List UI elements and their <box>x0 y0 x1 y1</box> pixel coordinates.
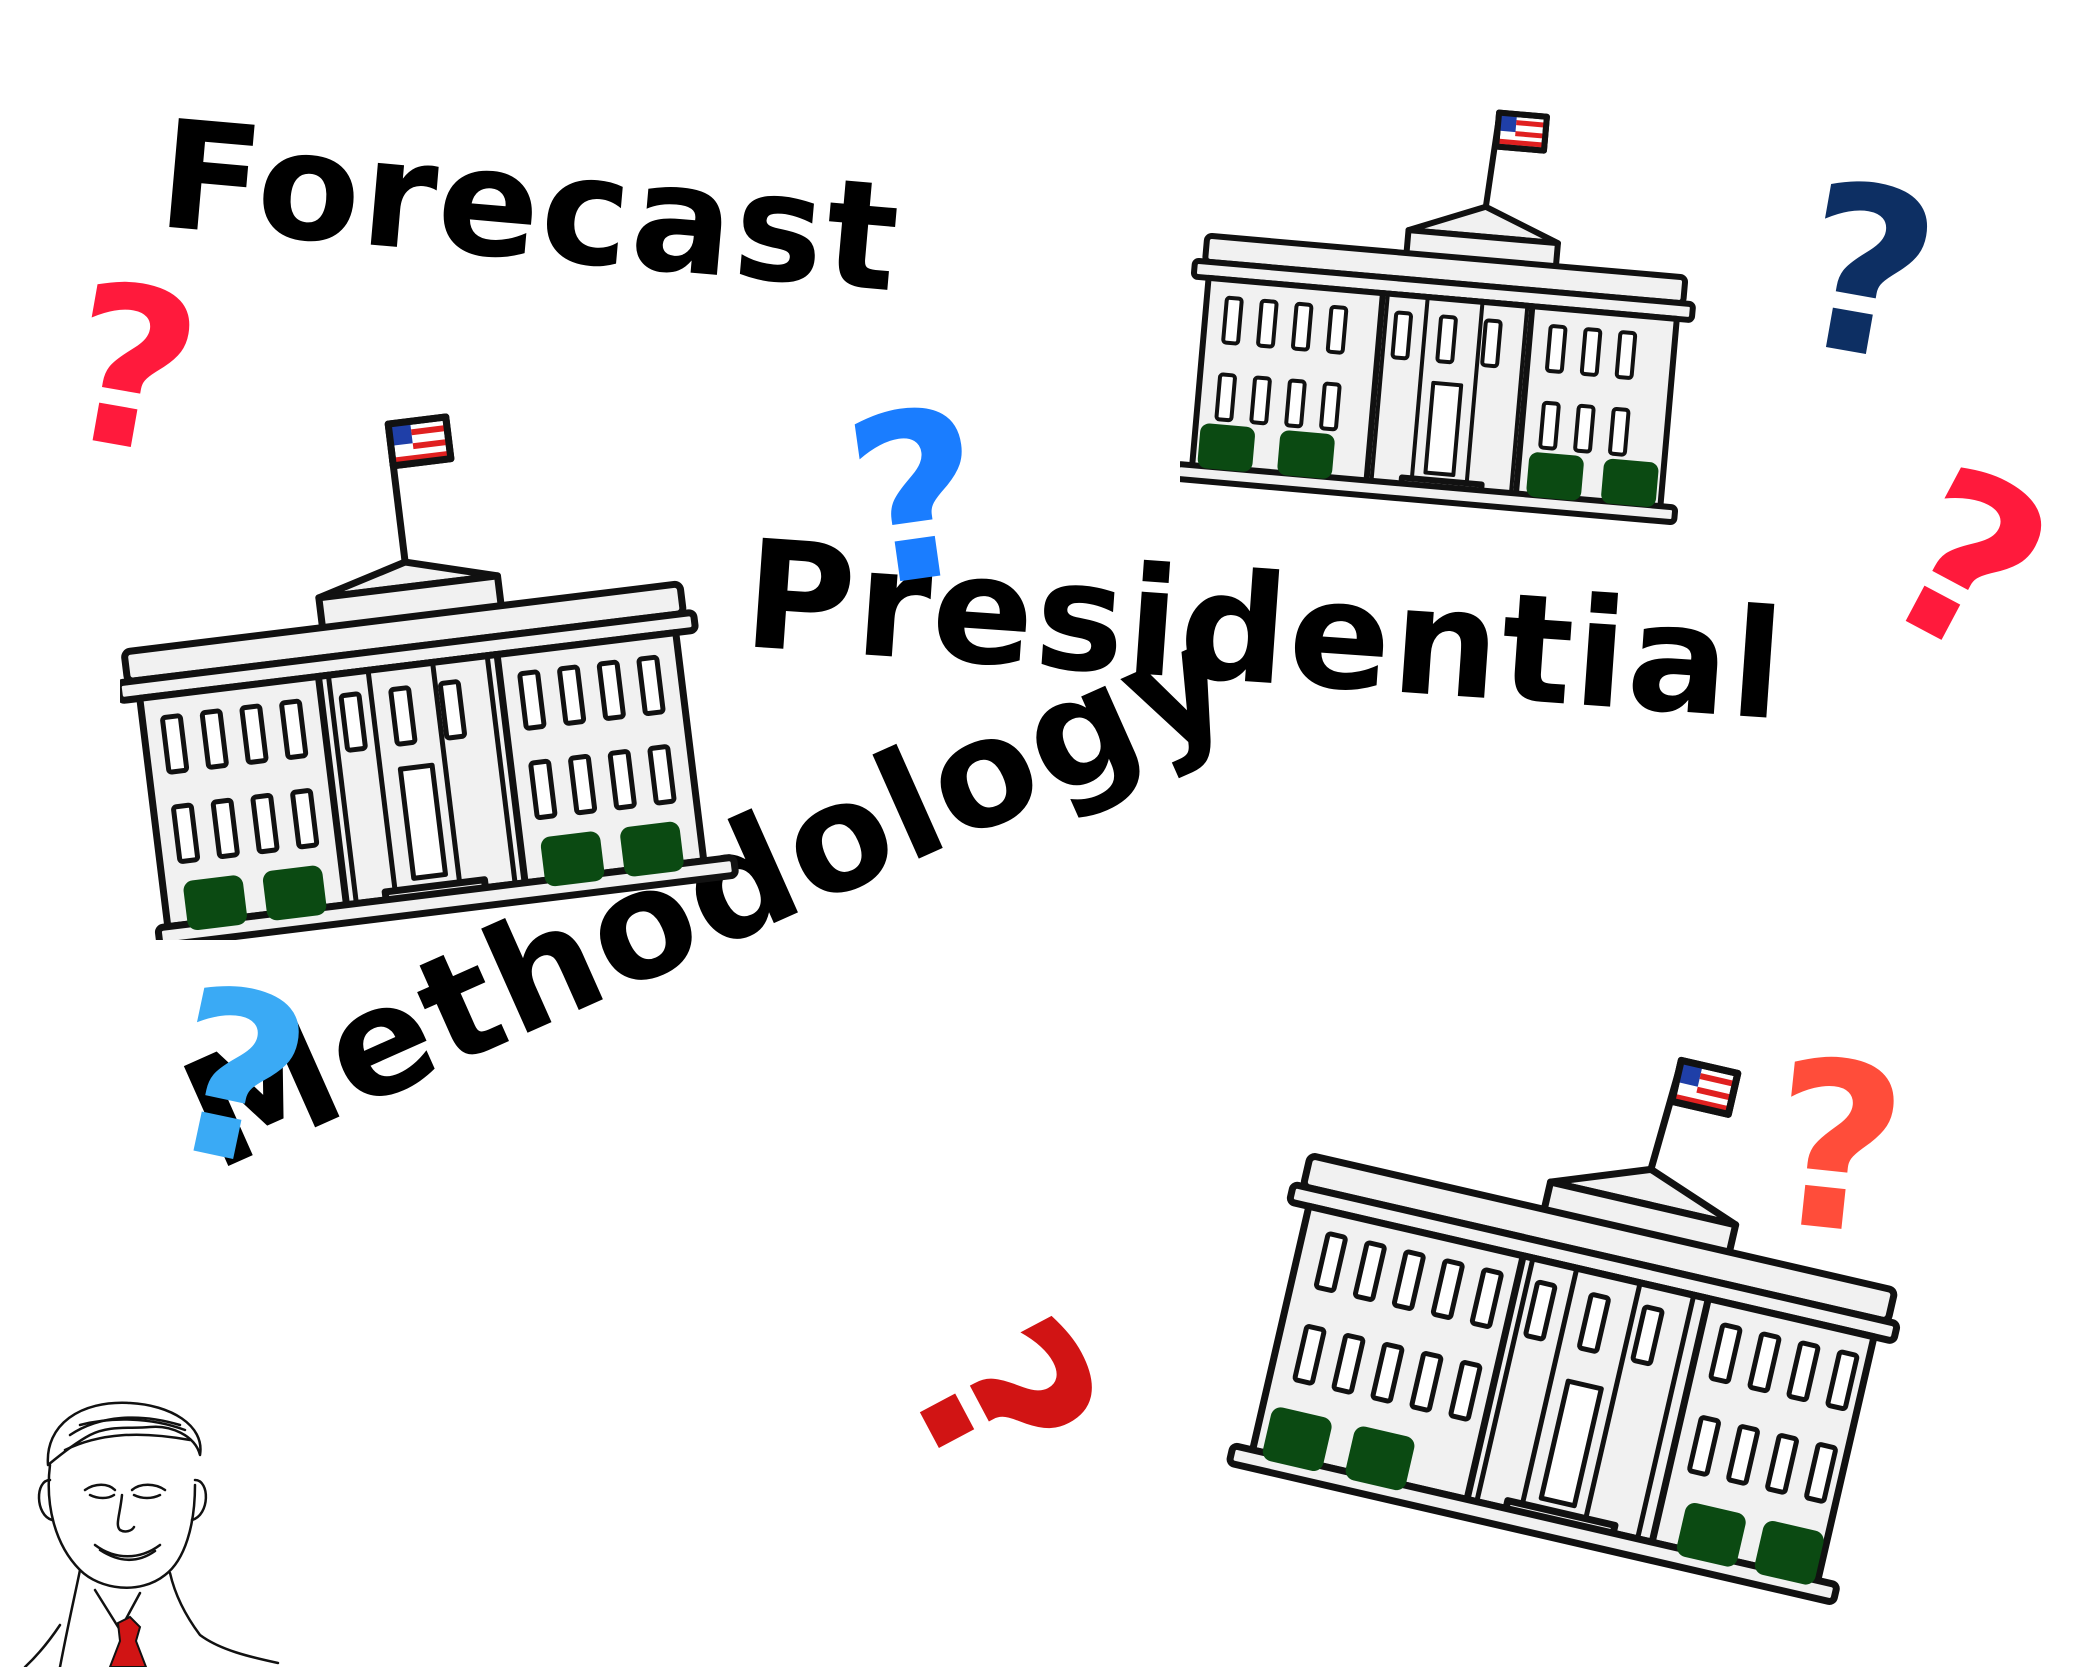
flag-icon <box>384 413 455 470</box>
title-word-forecast: Forecast <box>152 88 908 327</box>
portrait-drawing <box>23 1401 280 1667</box>
white-house-icon <box>1226 1056 1901 1605</box>
white-house-icon <box>120 413 739 940</box>
white-house-icon <box>1180 109 1696 526</box>
flag-icon <box>1493 109 1550 154</box>
tie-icon <box>108 1615 148 1667</box>
question-mark-icon: ? <box>1845 415 2084 714</box>
flag-icon <box>1668 1056 1742 1118</box>
question-mark-icon: ? <box>1777 131 1956 418</box>
question-mark-icon: ? <box>852 1278 1152 1522</box>
